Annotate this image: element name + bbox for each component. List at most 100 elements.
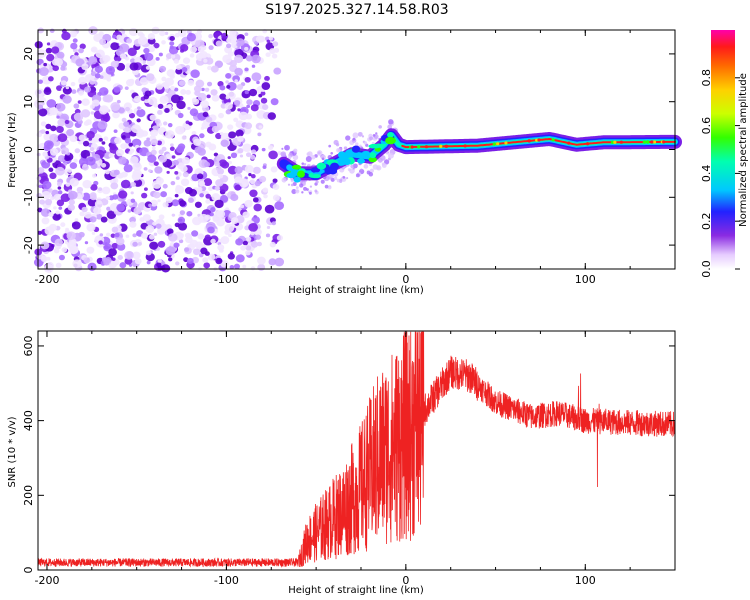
noise-blob <box>189 108 199 117</box>
noise-blob <box>171 199 180 207</box>
noise-blob <box>215 179 224 187</box>
noise-blob <box>251 72 262 82</box>
noise-blob <box>86 246 95 254</box>
snr-xtick-label: -100 <box>214 574 239 587</box>
noise-blob <box>106 206 111 211</box>
noise-blob <box>41 102 45 106</box>
noise-blob <box>64 119 70 125</box>
noise-blob <box>78 90 84 96</box>
noise-blob <box>127 209 132 213</box>
noise-blob <box>118 190 128 199</box>
noise-blob <box>84 86 92 93</box>
ridge-halo-blob <box>363 164 369 169</box>
noise-blob <box>199 50 208 59</box>
noise-blob <box>55 102 66 112</box>
noise-blob <box>57 118 66 127</box>
noise-blob <box>49 107 59 116</box>
noise-blob <box>155 223 162 229</box>
noise-blob <box>198 213 209 223</box>
noise-blob <box>105 196 111 201</box>
ridge-halo-blob <box>291 189 297 195</box>
noise-blob <box>242 264 247 269</box>
noise-blob <box>153 191 161 199</box>
ridge-blob <box>351 145 361 153</box>
noise-blob <box>147 45 156 53</box>
noise-blob <box>218 248 224 253</box>
noise-blob <box>131 138 142 148</box>
noise-blob <box>78 134 86 142</box>
noise-blob <box>112 34 117 39</box>
noise-blob <box>220 139 229 147</box>
noise-blob <box>175 176 180 180</box>
noise-blob <box>220 236 230 245</box>
noise-blob <box>129 221 137 228</box>
noise-blob <box>171 155 176 159</box>
noise-blob <box>147 33 156 40</box>
ridge-halo-blob <box>388 152 394 159</box>
noise-blob <box>36 132 43 138</box>
noise-blob <box>227 124 234 130</box>
noise-blob <box>125 106 130 112</box>
ridge-halo-blob <box>303 186 307 191</box>
noise-blob <box>103 90 108 95</box>
noise-blob <box>166 228 174 235</box>
noise-blob <box>110 102 121 111</box>
noise-blob <box>100 216 108 223</box>
ridge-accent <box>417 145 421 149</box>
noise-blob <box>171 213 176 217</box>
noise-blob <box>143 187 148 191</box>
noise-blob <box>52 65 59 72</box>
ridge-blob <box>328 167 338 175</box>
noise-blob <box>181 67 188 73</box>
ridge-halo-blob <box>377 157 383 163</box>
noise-blob <box>145 73 155 82</box>
noise-blob <box>237 135 244 142</box>
ridge-blob <box>385 136 396 145</box>
noise-blob <box>137 31 144 37</box>
snr-panel: -200 -100 0 100 0 200 400 600 Height of straigh… <box>7 330 676 596</box>
noise-blob <box>108 152 114 158</box>
noise-blob <box>267 145 274 150</box>
ridge-halo-blob <box>343 146 348 150</box>
ridge-halo-blob <box>346 177 349 180</box>
noise-blob <box>105 232 111 237</box>
noise-blob <box>234 54 244 64</box>
noise-blob <box>195 241 204 250</box>
noise-blob <box>219 85 226 91</box>
noise-blob <box>208 186 214 192</box>
colorbar-tick-label: 0.4 <box>700 165 713 183</box>
noise-blob <box>215 40 223 47</box>
noise-blob <box>204 161 211 168</box>
noise-blob <box>85 156 96 166</box>
noise-blob <box>120 198 125 202</box>
noise-blob <box>244 90 249 95</box>
noise-blob <box>197 46 205 53</box>
noise-blob <box>132 162 142 172</box>
noise-blob <box>146 250 152 256</box>
ridge-halo-blob <box>301 191 304 194</box>
ridge-halo-blob <box>295 186 299 190</box>
noise-blob <box>61 28 67 34</box>
noise-blob <box>273 67 282 75</box>
noise-blob <box>139 77 149 86</box>
noise-blob <box>229 60 237 67</box>
noise-blob <box>225 80 229 84</box>
ridge-halo-blob <box>378 125 382 129</box>
noise-blob <box>210 207 216 213</box>
noise-blob <box>250 266 256 271</box>
noise-blob <box>36 93 43 99</box>
noise-blob <box>78 76 87 85</box>
noise-blob <box>224 229 230 235</box>
noise-blob <box>129 216 136 223</box>
noise-blob <box>180 178 190 187</box>
noise-blob <box>108 248 117 257</box>
ridge-blob <box>310 167 321 173</box>
noise-blob <box>157 103 164 109</box>
noise-blob <box>48 212 54 217</box>
noise-blob <box>266 39 271 44</box>
noise-blob <box>272 183 280 190</box>
ridge-halo-blob <box>376 166 380 170</box>
noise-blob <box>116 203 125 212</box>
noise-blob <box>64 155 71 162</box>
noise-blob <box>37 230 42 235</box>
